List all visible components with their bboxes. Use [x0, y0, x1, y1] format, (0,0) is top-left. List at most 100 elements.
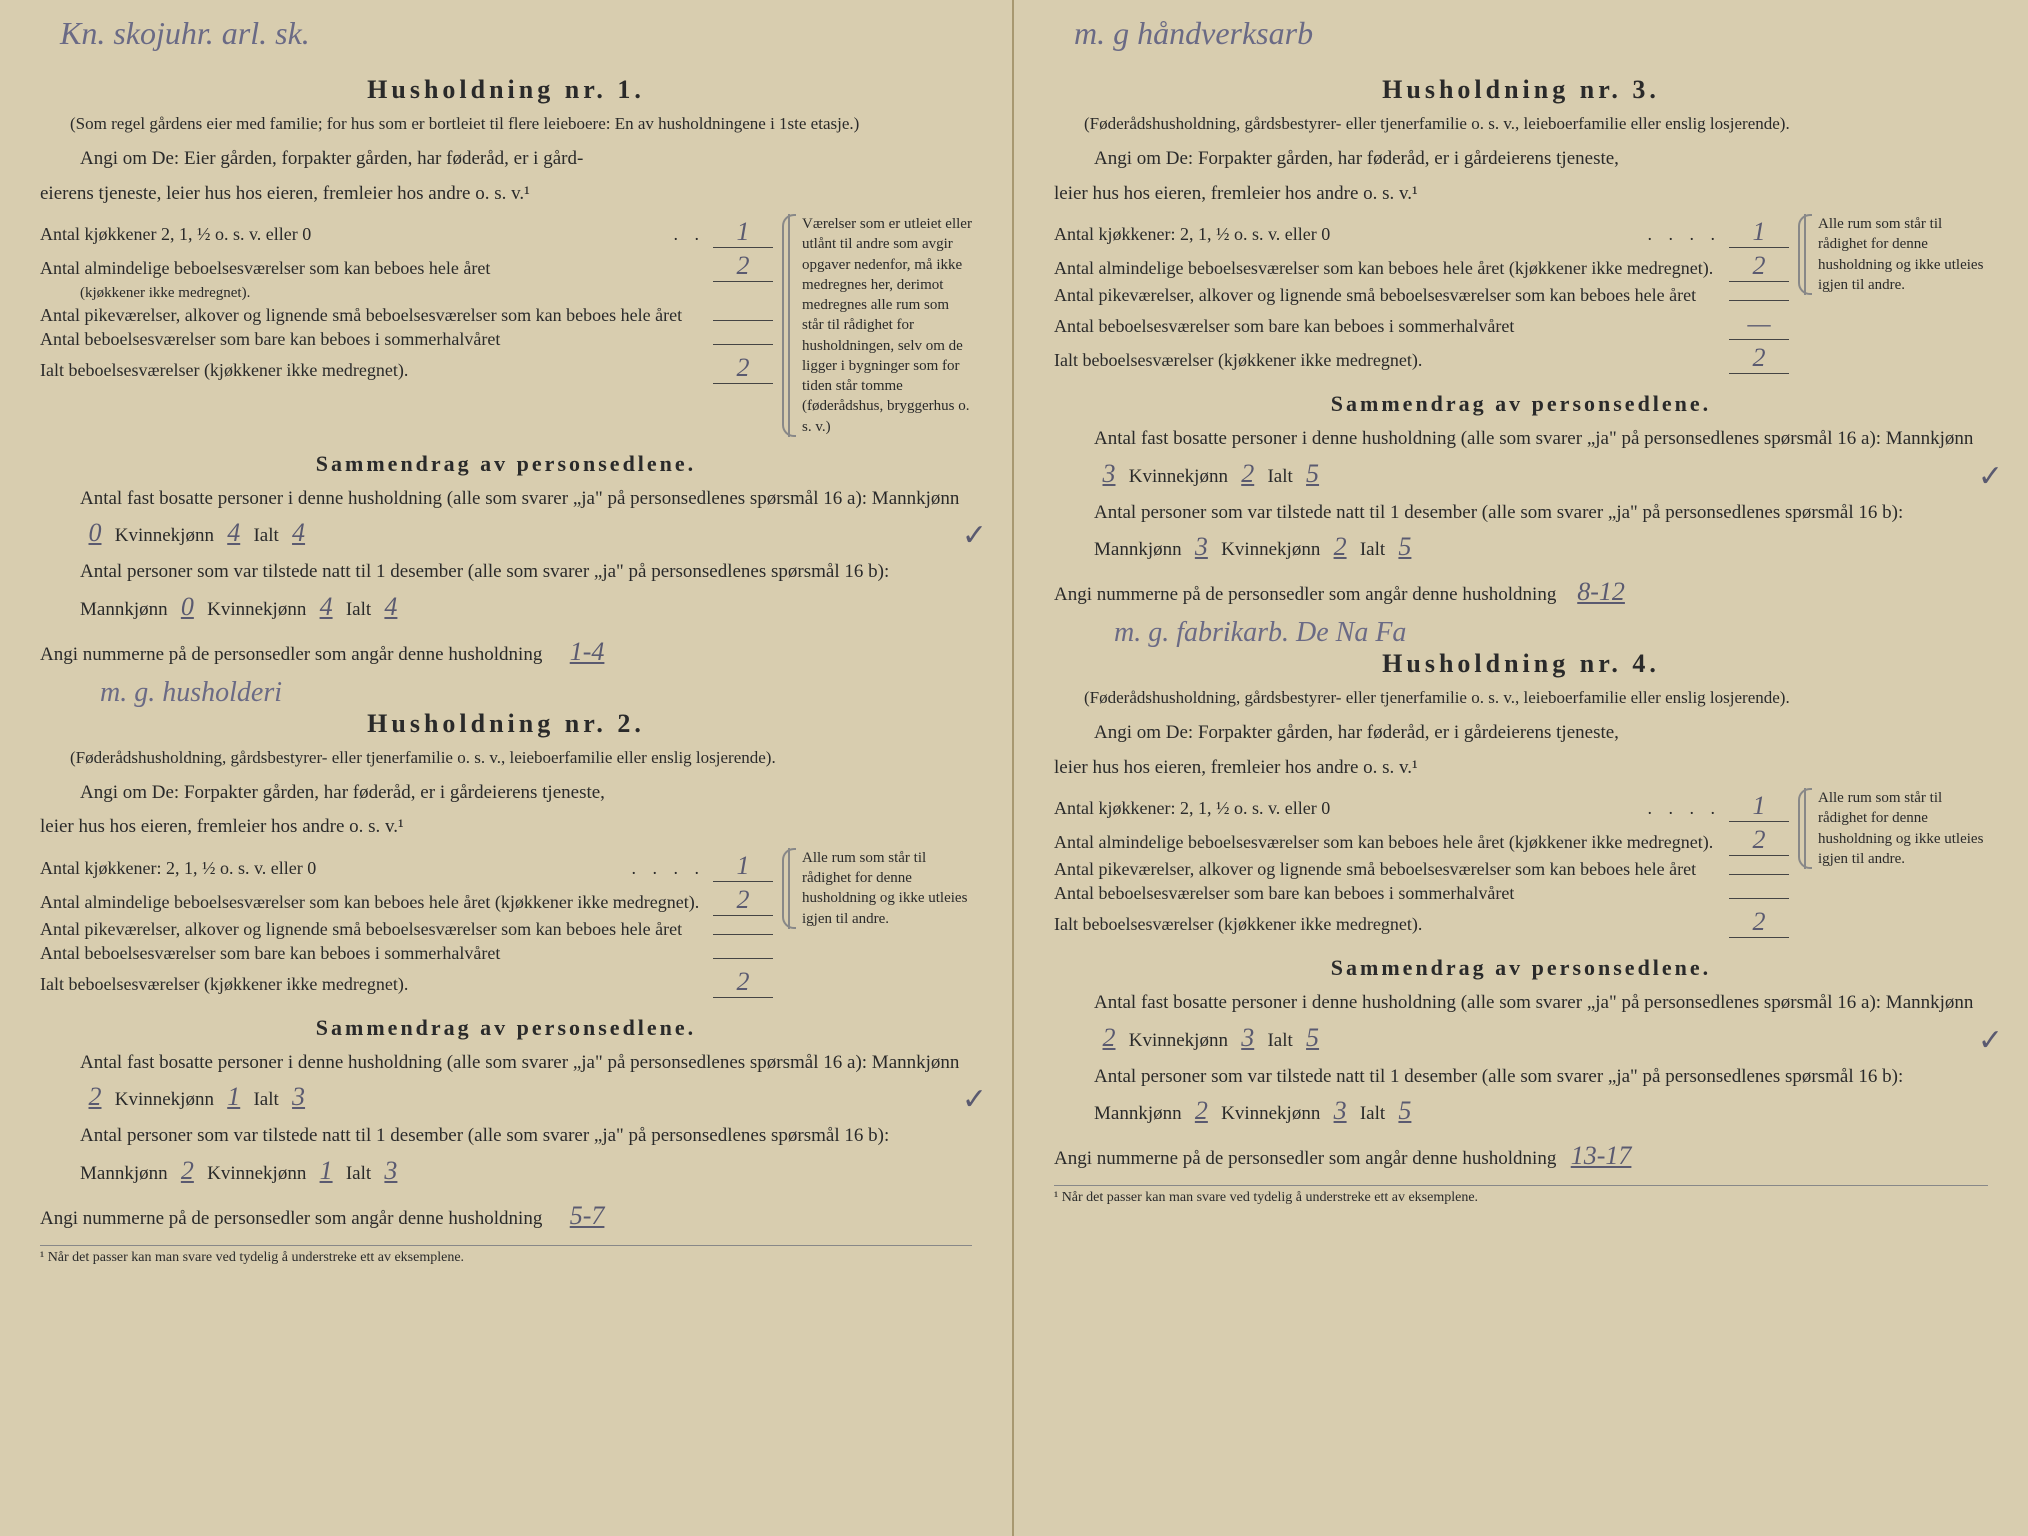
- sommer-label-3: Antal beboelsesværelser som bare kan beb…: [1054, 316, 1729, 337]
- nummer-line-4: Angi nummerne på de personsedler som ang…: [1054, 1136, 1988, 1175]
- household-2-subtitle: (Føderådshusholdning, gårdsbestyrer- ell…: [70, 747, 942, 769]
- sidebar-note-1: Værelser som er utleiet eller utlånt til…: [788, 214, 972, 437]
- tilstede-kv-1: 4: [311, 587, 341, 626]
- ialt-label-1b: Ialt: [346, 599, 371, 620]
- almindelig-val-3: 2: [1729, 251, 1789, 282]
- pike-label-2: Antal pikeværelser, alkover og lignende …: [40, 919, 713, 940]
- fast-kv-4: 3: [1233, 1018, 1263, 1057]
- ialt-label-4a: Ialt: [1267, 1030, 1292, 1051]
- tilstede-line-1: Antal personer som var tilstede natt til…: [80, 558, 972, 626]
- kjokken-label-1: Antal kjøkkener 2, 1, ½ o. s. v. eller 0: [40, 224, 666, 245]
- kjokken-val-1: 1: [713, 217, 773, 248]
- tilstede-ialt-1: 4: [376, 587, 406, 626]
- fast-m-4: 2: [1094, 1018, 1124, 1057]
- fast-kv-2: 1: [219, 1077, 249, 1116]
- household-1-subtitle: (Som regel gårdens eier med familie; for…: [70, 113, 942, 135]
- sidebar-note-2: Alle rum som står til rådighet for denne…: [788, 848, 972, 929]
- fast-ialt-3: 5: [1298, 454, 1328, 493]
- almindelig-label-4: Antal almindelige beboelsesværelser som …: [1054, 832, 1729, 853]
- household-3-rooms: Antal kjøkkener: 2, 1, ½ o. s. v. eller …: [1054, 214, 1988, 377]
- tilstede-ialt-3: 5: [1390, 527, 1420, 566]
- angi-line-2b: leier hus hos eieren, fremleier hos andr…: [40, 813, 972, 842]
- fast-ialt-1: 4: [284, 513, 314, 552]
- fast-prefix-3: Antal fast bosatte personer i denne hush…: [1094, 428, 1973, 449]
- check-mark-2a: ✓: [962, 1077, 987, 1122]
- angi-line-4b: leier hus hos eieren, fremleier hos andr…: [1054, 754, 1988, 783]
- sidebar-note-3: Alle rum som står til rådighet for denne…: [1804, 214, 1988, 295]
- angi-line-1a: Angi om De: Eier gården, forpakter gårde…: [80, 145, 972, 174]
- fast-prefix-1: Antal fast bosatte personer i denne hush…: [80, 488, 959, 509]
- check-mark-4a: ✓: [1978, 1018, 2003, 1063]
- ialt-label-3b: Ialt: [1360, 539, 1385, 560]
- household-3-subtitle: (Føderådshusholdning, gårdsbestyrer- ell…: [1084, 113, 1958, 135]
- sommer-val-4: [1729, 898, 1789, 899]
- angi-line-3b: leier hus hos eieren, fremleier hos andr…: [1054, 180, 1988, 209]
- tilstede-kv-4: 3: [1325, 1091, 1355, 1130]
- nummer-line-3: Angi nummerne på de personsedler som ang…: [1054, 572, 1988, 611]
- tilstede-kv-2: 1: [311, 1151, 341, 1190]
- tilstede-m-2: 2: [172, 1151, 202, 1190]
- tilstede-m-4: 2: [1186, 1091, 1216, 1130]
- kjokken-label-3: Antal kjøkkener: 2, 1, ½ o. s. v. eller …: [1054, 224, 1640, 245]
- angi-line-2a: Angi om De: Forpakter gården, har føderå…: [80, 779, 972, 808]
- summary-title-2: Sammendrag av personsedlene.: [40, 1015, 972, 1041]
- fast-ialt-2: 3: [284, 1077, 314, 1116]
- angi-text-1a: Angi om De: Eier gården, forpakter gårde…: [80, 148, 583, 169]
- ialt-val-1: 2: [713, 353, 773, 384]
- household-4-subtitle: (Føderådshusholdning, gårdsbestyrer- ell…: [1084, 687, 1958, 709]
- nummer-prefix-2: Angi nummerne på de personsedler som ang…: [40, 1208, 542, 1229]
- tilstede-ialt-4: 5: [1390, 1091, 1420, 1130]
- footnote-left: ¹ Når det passer kan man svare ved tydel…: [40, 1245, 972, 1266]
- tilstede-line-4: Antal personer som var tilstede natt til…: [1094, 1063, 1988, 1131]
- handwritten-annotation-4: m. g. fabrikarb. De Na Fa: [1114, 617, 1988, 649]
- household-1-title: Husholdning nr. 1.: [40, 75, 972, 105]
- kv-label-4a: Kvinnekjønn: [1129, 1030, 1228, 1051]
- fast-prefix-2: Antal fast bosatte personer i denne hush…: [80, 1052, 959, 1073]
- pike-val-3: [1729, 300, 1789, 301]
- tilstede-ialt-2: 3: [376, 1151, 406, 1190]
- nummer-val-4: 13-17: [1561, 1136, 1641, 1175]
- kv-label-2b: Kvinnekjønn: [207, 1163, 306, 1184]
- tilstede-line-3: Antal personer som var tilstede natt til…: [1094, 499, 1988, 567]
- ialt-label-4: Ialt beboelsesværelser (kjøkkener ikke m…: [1054, 914, 1729, 935]
- sidebar-note-4: Alle rum som står til rådighet for denne…: [1804, 788, 1988, 869]
- fast-line-4: Antal fast bosatte personer i denne hush…: [1094, 989, 1988, 1057]
- right-page: m. g håndverksarb Husholdning nr. 3. (Fø…: [1014, 0, 2028, 1536]
- ialt-label-2b: Ialt: [346, 1163, 371, 1184]
- ialt-val-3: 2: [1729, 343, 1789, 374]
- ialt-label-3: Ialt beboelsesværelser (kjøkkener ikke m…: [1054, 350, 1729, 371]
- ialt-label-1a: Ialt: [253, 525, 278, 546]
- handwritten-annotation-2: m. g. husholderi: [100, 677, 972, 709]
- fast-line-2: Antal fast bosatte personer i denne hush…: [80, 1049, 972, 1117]
- sommer-val-1: [713, 344, 773, 345]
- nummer-line-1: Angi nummerne på de personsedler som ang…: [40, 632, 972, 671]
- household-2-rooms: Antal kjøkkener: 2, 1, ½ o. s. v. eller …: [40, 848, 972, 1001]
- summary-title-4: Sammendrag av personsedlene.: [1054, 955, 1988, 981]
- check-mark-3a: ✓: [1978, 454, 2003, 499]
- kv-label-1b: Kvinnekjønn: [207, 599, 306, 620]
- ialt-label-4b: Ialt: [1360, 1103, 1385, 1124]
- almindelig-val-4: 2: [1729, 825, 1789, 856]
- summary-title-1: Sammendrag av personsedlene.: [40, 451, 972, 477]
- pike-val-1: [713, 320, 773, 321]
- tilstede-m-1: 0: [172, 587, 202, 626]
- tilstede-line-2: Antal personer som var tilstede natt til…: [80, 1122, 972, 1190]
- household-2-title: Husholdning nr. 2.: [40, 709, 972, 739]
- angi-line-3a: Angi om De: Forpakter gården, har føderå…: [1094, 145, 1988, 174]
- left-page: Kn. skojuhr. arl. sk. Husholdning nr. 1.…: [0, 0, 1014, 1536]
- almindelig-label-3: Antal almindelige beboelsesværelser som …: [1054, 258, 1729, 279]
- sommer-val-2: [713, 958, 773, 959]
- almindelig-sub-1: (kjøkkener ikke medregnet).: [80, 285, 773, 302]
- fast-line-1: Antal fast bosatte personer i denne hush…: [80, 485, 972, 553]
- pike-label-4: Antal pikeværelser, alkover og lignende …: [1054, 859, 1729, 880]
- nummer-prefix-3: Angi nummerne på de personsedler som ang…: [1054, 584, 1556, 605]
- sommer-label-2: Antal beboelsesværelser som bare kan beb…: [40, 943, 713, 964]
- sommer-val-3: —: [1729, 309, 1789, 340]
- nummer-val-2: 5-7: [547, 1196, 627, 1235]
- nummer-line-2: Angi nummerne på de personsedler som ang…: [40, 1196, 972, 1235]
- household-3-title: Husholdning nr. 3.: [1054, 75, 1988, 105]
- handwritten-annotation-3: m. g håndverksarb: [1074, 15, 1313, 52]
- nummer-prefix-1: Angi nummerne på de personsedler som ang…: [40, 644, 542, 665]
- sommer-label-4: Antal beboelsesværelser som bare kan beb…: [1054, 883, 1729, 904]
- ialt-label-3a: Ialt: [1267, 466, 1292, 487]
